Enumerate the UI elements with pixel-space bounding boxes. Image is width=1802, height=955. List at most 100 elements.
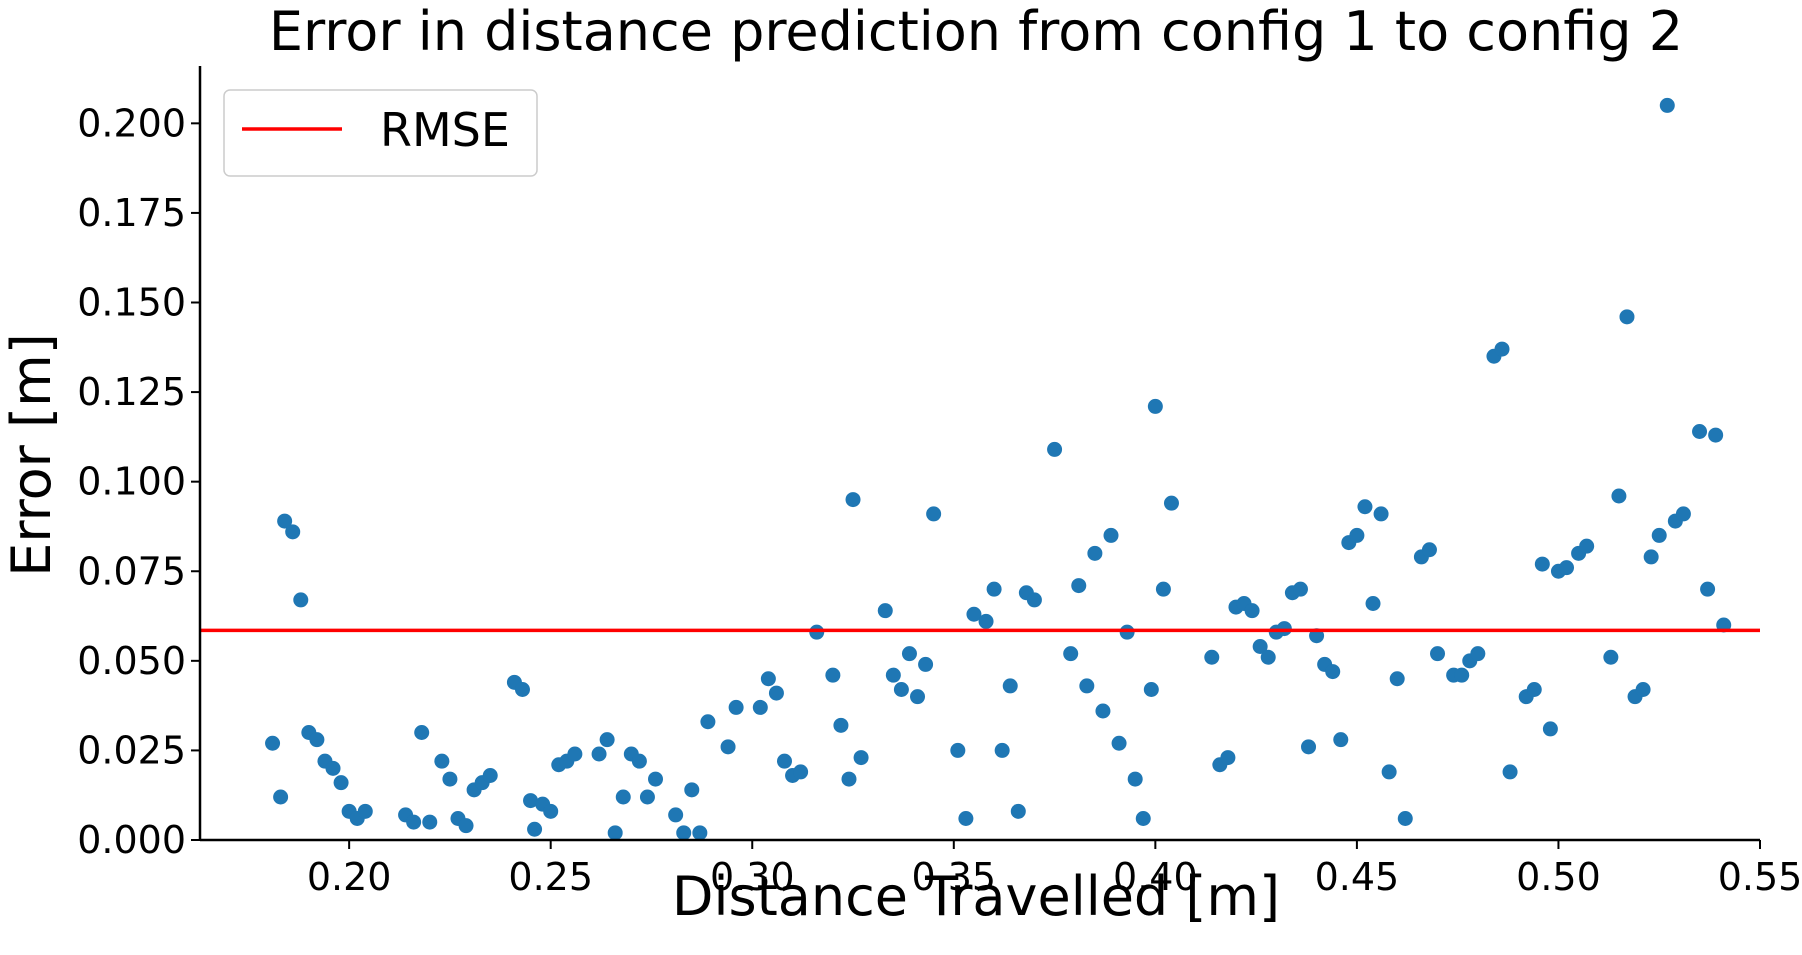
data-point	[523, 793, 539, 809]
data-point	[514, 682, 530, 697]
data-point	[901, 646, 917, 662]
data-point	[1276, 621, 1292, 637]
data-point	[978, 613, 994, 629]
data-point	[1143, 682, 1159, 697]
data-point	[648, 771, 664, 787]
data-point	[442, 771, 458, 787]
data-point	[1147, 398, 1163, 414]
data-point	[676, 825, 692, 841]
data-point	[684, 782, 700, 798]
data-point	[1559, 560, 1575, 576]
data-point	[414, 725, 430, 740]
data-point	[793, 764, 809, 780]
data-point	[1389, 671, 1405, 687]
x-tick-label: 0.50	[1516, 855, 1601, 899]
data-point	[1430, 646, 1446, 662]
y-tick-label: 0.025	[77, 728, 186, 772]
data-point	[277, 513, 293, 529]
data-point	[1095, 703, 1111, 719]
data-point	[853, 750, 869, 766]
data-point	[776, 753, 792, 769]
data-point	[1700, 581, 1716, 597]
data-point	[1244, 603, 1260, 619]
data-point	[845, 492, 861, 508]
data-point	[1470, 646, 1486, 662]
data-point	[1163, 495, 1179, 511]
data-point	[728, 699, 744, 715]
legend-label-rmse: RMSE	[380, 103, 510, 157]
data-point	[333, 775, 349, 791]
data-point	[1103, 527, 1119, 543]
data-point	[950, 742, 966, 758]
data-point	[1381, 764, 1397, 780]
data-point	[994, 742, 1010, 758]
data-point	[639, 789, 655, 805]
data-point	[986, 581, 1002, 597]
data-point	[1651, 527, 1667, 543]
data-point	[1252, 639, 1268, 654]
data-point	[458, 818, 474, 834]
data-point	[926, 506, 942, 522]
data-point	[1002, 678, 1018, 694]
x-tick-label: 0.25	[508, 855, 593, 899]
data-point	[1502, 764, 1518, 780]
y-tick-label: 0.000	[77, 818, 186, 862]
data-point	[700, 714, 716, 730]
data-point	[434, 753, 450, 769]
x-tick-label: 0.45	[1315, 855, 1400, 899]
legend: RMSE	[223, 89, 538, 177]
data-point	[1397, 811, 1413, 826]
data-point	[265, 735, 281, 751]
data-point	[482, 768, 498, 783]
data-point	[885, 667, 901, 683]
data-point	[591, 746, 607, 762]
data-point	[877, 603, 893, 619]
data-point	[1010, 803, 1026, 819]
data-point	[1708, 427, 1724, 443]
legend-box	[223, 89, 538, 177]
data-point	[1079, 678, 1095, 694]
data-point	[567, 746, 583, 762]
y-tick-label: 0.125	[77, 370, 186, 414]
x-tick-label: 0.20	[307, 855, 392, 899]
data-point	[833, 717, 849, 733]
data-point	[692, 825, 708, 841]
data-point	[1373, 506, 1389, 522]
data-point	[599, 732, 615, 748]
data-point	[1494, 341, 1510, 357]
data-point	[1047, 441, 1063, 457]
data-point	[1071, 578, 1087, 594]
data-point	[1675, 506, 1691, 522]
data-point	[1643, 549, 1659, 565]
data-point	[1333, 732, 1349, 748]
data-point	[1087, 545, 1103, 561]
data-point	[1135, 811, 1151, 826]
y-tick-label: 0.075	[77, 549, 186, 593]
data-point	[1325, 664, 1341, 680]
data-point	[1357, 499, 1373, 515]
data-point	[1635, 682, 1651, 697]
data-point	[631, 753, 647, 769]
data-point	[615, 789, 631, 805]
data-points	[265, 97, 1732, 841]
data-point	[357, 803, 373, 819]
data-point	[1542, 721, 1558, 737]
data-point	[543, 803, 559, 819]
y-tick-label: 0.200	[77, 101, 186, 145]
x-tick-label: 0.55	[1718, 855, 1802, 899]
data-point	[768, 685, 784, 701]
data-point	[841, 771, 857, 787]
data-point	[1619, 309, 1635, 325]
x-axis-ticks: 0.20 0.25 0.30 0.35 0.40 0.45 0.50 0.55	[307, 840, 1802, 899]
data-point	[958, 811, 974, 826]
data-point	[893, 682, 909, 697]
data-point	[309, 732, 325, 748]
data-point	[1204, 649, 1220, 665]
data-point	[1155, 581, 1171, 597]
data-point	[825, 667, 841, 683]
data-point	[273, 789, 289, 805]
y-tick-label: 0.175	[77, 191, 186, 235]
x-tick-label: 0.40	[1113, 855, 1198, 899]
data-point	[607, 825, 623, 841]
